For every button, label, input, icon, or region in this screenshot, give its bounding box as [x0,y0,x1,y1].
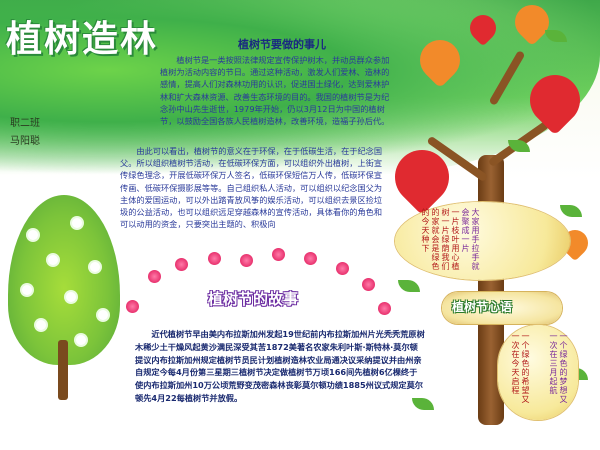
blossom-icon [175,258,188,271]
lower-text-bubble [498,325,578,420]
blossom-icon [148,270,161,283]
blossom-icon [304,252,317,265]
flower-icon [76,335,86,345]
flower-icon [98,310,108,320]
flower-icon [90,262,100,272]
flower-icon [36,320,46,330]
leaf-icon [545,30,567,42]
leaf-icon [508,140,530,152]
class-label: 职二班 [10,118,40,129]
flower-icon [66,292,76,302]
flower-icon [48,255,58,265]
badge-heading: 植树节心语 [452,300,513,314]
badge-background [442,292,562,324]
leaf-icon [398,280,420,292]
flower-icon [22,285,32,295]
tree-trunk [58,340,68,400]
poster-title: 植树造林 [6,18,159,60]
blossom-icon [336,262,349,275]
blossom-icon [378,302,391,315]
bubble-text: 一个绿色的希望又一次在今天启程 [511,332,530,404]
upper-text-bubble [395,202,570,280]
section-heading: 植树节要做的事儿 [238,38,326,51]
author-name: 马阳聪 [10,136,40,147]
flower-icon [28,230,38,240]
story-paragraph: 近代植树节早由美内布拉斯加州发起19世纪前内布拉斯加州片光秃秃荒原树木稀少土干燥… [135,329,425,403]
blossom-icon [362,278,375,291]
flower-icon [72,218,82,228]
leaf-icon [560,205,582,217]
bubble-text: 一个绿色的梦想又一次在三月起航 [549,332,568,404]
bubble-text: 大家用手拉手就会聚成一片 [461,208,480,271]
second-paragraph: 由此可以看出，植树节的意义在于环保，在于低碳生活，在于纪念国父。所以组织植树节活… [120,146,383,230]
blossom-icon [208,252,221,265]
bubble-text: 一片枝叶用心植树一片绿荫我们的家就会是绿色的今天种下 [421,208,460,271]
blossom-icon [126,300,139,313]
blossom-icon [272,248,285,261]
intro-paragraph: 植树节是一类按照法律规定宣传保护树木，并动员群众参加植树为活动内容的节日。通过这… [160,55,390,127]
story-heading: 植树节的故事 [208,290,299,308]
tree-illustration [8,195,120,365]
leaf-icon [412,398,434,410]
blossom-icon [240,254,253,267]
